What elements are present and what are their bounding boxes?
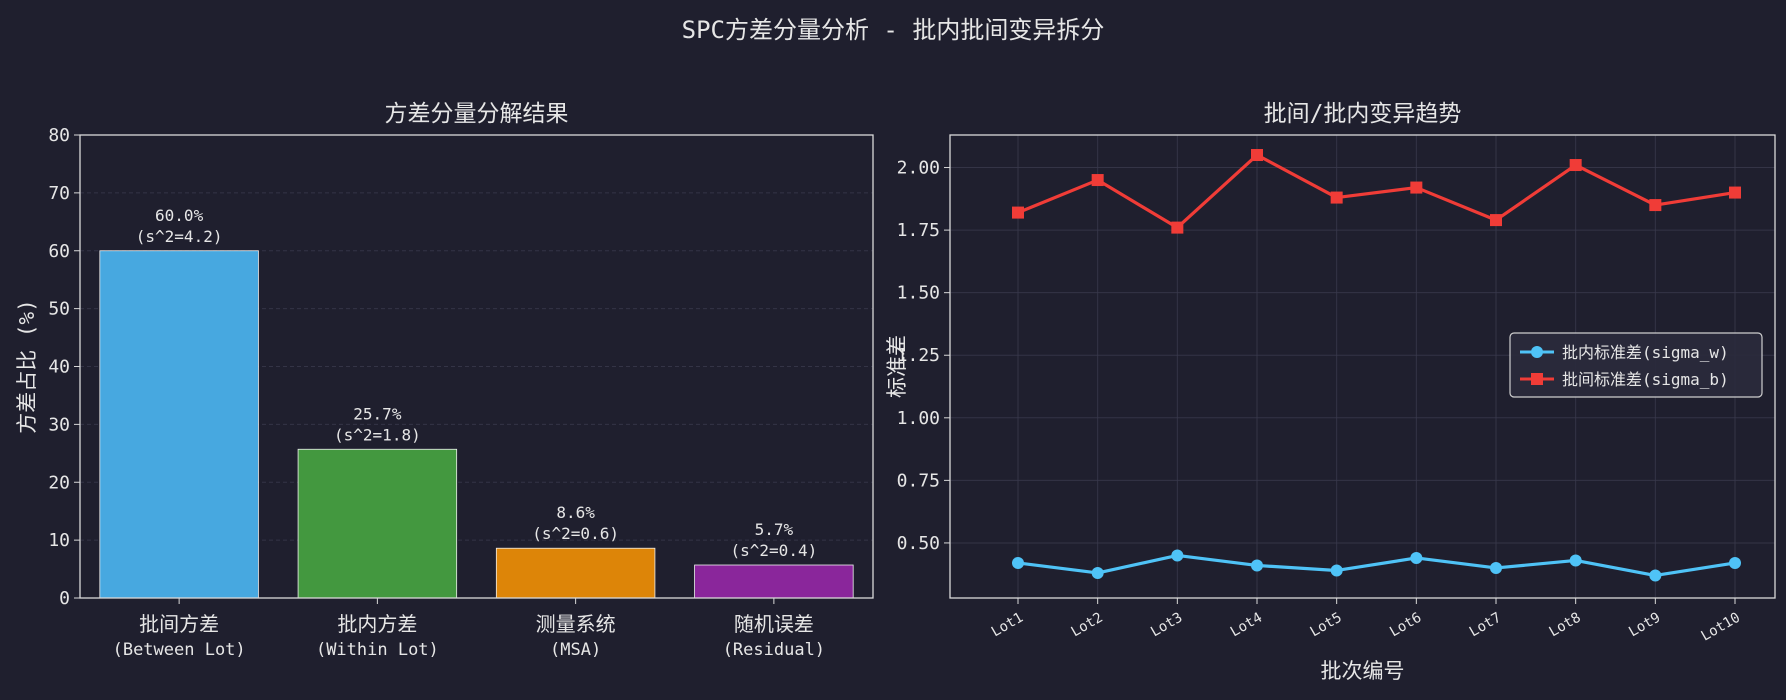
x-tick-label: Lot2 [1068, 610, 1105, 641]
legend-marker [1531, 346, 1543, 358]
data-label: 60.0% [155, 206, 204, 225]
data-point [1490, 561, 1502, 574]
data-label: (s^2=4.2) [136, 227, 223, 246]
chart-title: 方差分量分解结果 [385, 101, 569, 127]
data-point [1171, 549, 1184, 562]
y-tick-label: 0.75 [897, 470, 940, 491]
x-tick-label: (Residual) [723, 640, 825, 660]
data-label: (s^2=0.6) [532, 524, 619, 543]
bar [99, 250, 259, 599]
data-point [1251, 149, 1263, 162]
data-label: 8.6% [556, 503, 595, 522]
y-tick-label: 20 [48, 472, 70, 493]
y-tick-label: 70 [48, 183, 70, 204]
y-tick-label: 0.50 [897, 533, 940, 554]
legend: 批内标准差(sigma_w) 批间标准差(sigma_b) [1509, 332, 1763, 398]
data-point [1649, 569, 1662, 582]
data-point [1569, 159, 1582, 172]
x-tick-label: Lot1 [989, 610, 1026, 641]
data-point [1091, 174, 1104, 187]
x-tick-label: (Between Lot) [113, 640, 246, 660]
x-tick-label: Lot5 [1307, 610, 1344, 641]
x-tick-label: Lot9 [1626, 610, 1663, 641]
data-point [1490, 214, 1502, 227]
data-point [1330, 191, 1343, 204]
bar [297, 448, 458, 599]
y-tick-label: 40 [48, 357, 70, 378]
data-point [1171, 221, 1184, 234]
x-tick-label: 批间方差 [139, 612, 219, 636]
data-point [1729, 556, 1741, 569]
x-tick-label: Lot4 [1228, 610, 1265, 641]
bar [694, 564, 854, 599]
y-tick-label: 80 [48, 125, 70, 146]
y-tick-label: 0 [59, 588, 70, 609]
x-tick-label: Lot7 [1467, 610, 1504, 641]
data-point [1410, 551, 1423, 564]
legend-marker [1531, 373, 1543, 385]
y-tick-label: 60 [48, 241, 70, 262]
data-point [1012, 556, 1024, 569]
y-tick-label: 1.75 [897, 220, 940, 241]
y-tick-label: 1.25 [897, 345, 940, 366]
legend-label: 批间标准差(sigma_b) [1562, 370, 1729, 389]
y-tick-label: 1.50 [897, 283, 940, 304]
series-line [1017, 153, 1736, 230]
legend-label: 批内标准差(sigma_w) [1562, 343, 1729, 362]
line-chart: 0.50 0.75 1.00 1.25 1.50 1.75 2.00 Lot1 Lot2 Lot3… [885, 101, 1776, 683]
data-point [1649, 199, 1662, 212]
y-axis-label: 标准差 [885, 335, 909, 398]
data-point [1410, 181, 1423, 194]
bar-chart: 0 10 20 30 40 50 60 70 80 60.0% (s^2=4.2) 批间方差 (Betw… [15, 101, 874, 660]
data-label: (s^2=0.4) [731, 541, 818, 560]
y-tick-label: 50 [48, 299, 70, 320]
bar [495, 547, 656, 599]
data-point [1012, 206, 1024, 219]
series-line [1017, 553, 1736, 578]
data-label: 5.7% [755, 520, 794, 539]
data-point [1330, 564, 1343, 577]
data-point [1091, 566, 1104, 579]
y-tick-label: 2.00 [897, 158, 940, 179]
x-tick-label: Lot8 [1546, 610, 1583, 641]
y-axis-label: 方差占比 (%) [15, 299, 39, 434]
x-tick-label: 随机误差 [734, 612, 814, 636]
figure-title: SPC方差分量分析 - 批内批间变异拆分 [682, 16, 1105, 44]
x-tick-label: 测量系统 [536, 612, 616, 636]
x-axis-label: 批次编号 [1321, 659, 1405, 683]
data-point [1251, 559, 1263, 572]
x-tick-label: Lot10 [1698, 610, 1743, 645]
chart-title: 批间/批内变异趋势 [1264, 101, 1462, 127]
x-tick-label: Lot3 [1148, 610, 1185, 641]
y-tick-label: 10 [48, 530, 70, 551]
y-tick-label: 1.00 [897, 408, 940, 429]
x-tick-label: (Within Lot) [316, 640, 439, 660]
data-label: 25.7% [353, 404, 402, 423]
axes-frame [79, 134, 874, 599]
data-point [1569, 554, 1582, 567]
data-point [1729, 186, 1741, 199]
x-tick-label: 批内方差 [337, 612, 417, 636]
x-tick-label: (MSA) [550, 640, 601, 660]
axes-frame [949, 134, 1776, 599]
data-label: (s^2=1.8) [334, 425, 421, 444]
legend-box [1509, 332, 1763, 398]
y-tick-label: 30 [48, 414, 70, 435]
x-tick-label: Lot6 [1387, 610, 1424, 641]
